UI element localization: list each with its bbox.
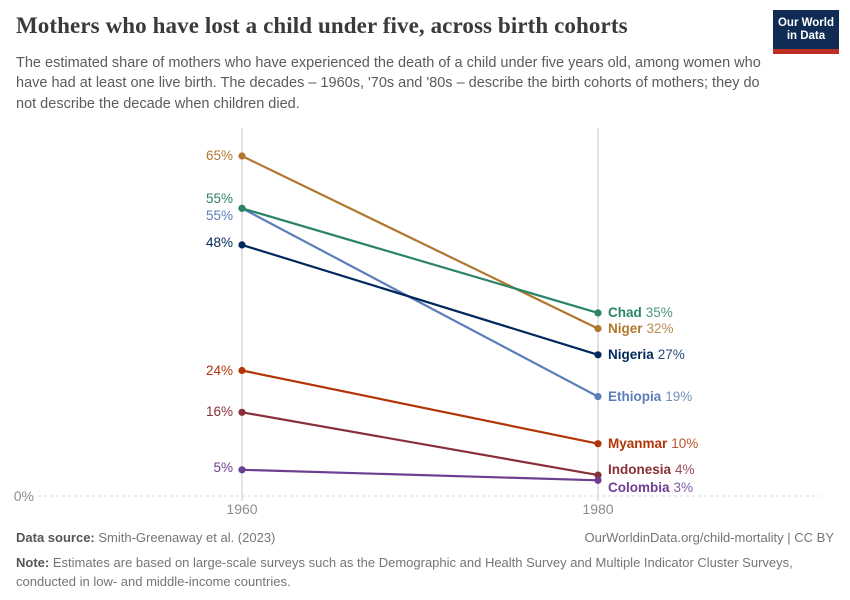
start-label-nigeria: 48%: [205, 235, 233, 250]
x-tick-1980: 1980: [582, 501, 614, 517]
end-label-nigeria[interactable]: Nigeria 27%: [608, 347, 685, 362]
start-label-ethiopia: 55%: [205, 208, 233, 223]
series-value: 32%: [646, 321, 674, 336]
end-label-niger[interactable]: Niger 32%: [608, 321, 674, 336]
series-line-chad[interactable]: [241, 207, 599, 314]
series-name: Chad: [608, 305, 642, 320]
series-value: 19%: [665, 389, 693, 404]
series-value: 3%: [673, 480, 694, 495]
series-value: 4%: [675, 462, 695, 477]
owid-logo[interactable]: Our World in Data: [773, 10, 839, 54]
end-label-colombia[interactable]: Colombia 3%: [608, 480, 693, 495]
footer-note: Note: Estimates are based on large-scale…: [16, 555, 793, 589]
end-label-ethiopia[interactable]: Ethiopia 19%: [608, 389, 692, 404]
page-title: Mothers who have lost a child under five…: [16, 13, 628, 38]
end-label-chad[interactable]: Chad 35%: [608, 305, 673, 320]
series-line-ethiopia[interactable]: [241, 207, 599, 398]
start-label-chad: 55%: [205, 191, 233, 206]
series-name: Myanmar: [608, 436, 668, 451]
start-label-myanmar: 24%: [205, 363, 233, 378]
series-value: 35%: [645, 305, 673, 320]
end-label-myanmar[interactable]: Myanmar 10%: [608, 436, 698, 451]
series-dot-indonesia-1960[interactable]: [238, 408, 246, 416]
x-tick-1960: 1960: [226, 501, 258, 517]
series-line-indonesia[interactable]: [241, 411, 599, 477]
start-label-indonesia: 16%: [205, 404, 233, 419]
data-source: Data source: Smith-Greenaway et al. (202…: [16, 530, 276, 545]
footer-row: Data source: Smith-Greenaway et al. (202…: [16, 530, 834, 545]
series-line-nigeria[interactable]: [241, 243, 599, 356]
series-name: Indonesia: [608, 462, 672, 477]
series-value: 27%: [657, 347, 685, 362]
series-dot-nigeria-1960[interactable]: [238, 241, 246, 249]
series-dot-colombia-1960[interactable]: [238, 466, 246, 474]
series-name: Ethiopia: [608, 389, 662, 404]
series-dot-ethiopia-1980[interactable]: [594, 393, 602, 401]
series-dot-chad-1960[interactable]: [238, 204, 246, 212]
series-dot-myanmar-1980[interactable]: [594, 440, 602, 448]
series-dot-niger-1960[interactable]: [238, 152, 246, 160]
series-dot-niger-1980[interactable]: [594, 325, 602, 333]
series-name: Nigeria: [608, 347, 654, 362]
series-name: Niger: [608, 321, 643, 336]
series-dot-nigeria-1980[interactable]: [594, 351, 602, 359]
series-name: Colombia: [608, 480, 670, 495]
y-tick-0: 0%: [13, 488, 34, 504]
owid-citation-link[interactable]: OurWorldinData.org/child-mortality | CC …: [584, 530, 835, 545]
series-line-colombia[interactable]: [241, 468, 599, 482]
series-dot-colombia-1980[interactable]: [594, 476, 602, 484]
series-layer: [238, 152, 602, 484]
series-dot-indonesia-1980[interactable]: [594, 471, 602, 479]
page-subtitle: The estimated share of mothers who have …: [16, 55, 761, 112]
end-label-indonesia[interactable]: Indonesia 4%: [608, 462, 695, 477]
start-label-colombia: 5%: [213, 460, 233, 475]
series-line-myanmar[interactable]: [241, 369, 599, 445]
owid-logo-text: Our World in Data: [777, 16, 834, 42]
series-dot-chad-1980[interactable]: [594, 309, 602, 317]
series-line-niger[interactable]: [241, 155, 599, 330]
series-value: 10%: [671, 436, 699, 451]
start-label-niger: 65%: [205, 148, 233, 163]
series-dot-myanmar-1960[interactable]: [238, 366, 246, 375]
